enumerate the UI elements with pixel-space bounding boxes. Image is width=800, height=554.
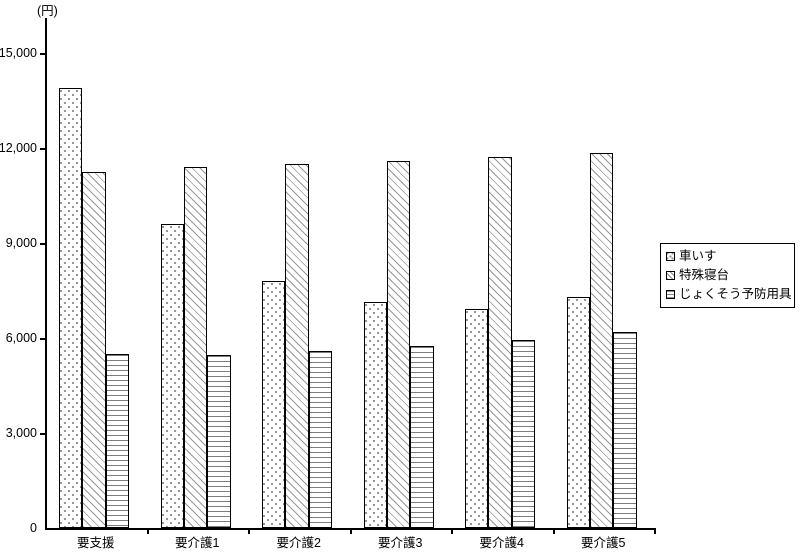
x-axis-tick: [146, 530, 149, 534]
bar-special-bed-2: [285, 164, 309, 528]
y-axis-tick-label: 3,000: [5, 426, 37, 440]
x-axis-tick: [552, 530, 555, 534]
y-axis-tick: [40, 53, 45, 55]
bar-special-bed-1: [183, 167, 208, 528]
y-axis-tick: [40, 148, 45, 150]
x-axis-category-label: 要介護4: [479, 536, 524, 550]
legend-item-bedsore-prevention-equipment: じょくそう予防用具: [666, 287, 792, 302]
bar-bedsore-prevention-equipment-0: [105, 354, 130, 528]
bar-wheelchair-1: [160, 224, 184, 528]
y-axis-line: [45, 18, 47, 530]
x-axis-tick: [654, 530, 656, 534]
bar-bedsore-prevention-equipment-3: [410, 346, 434, 528]
x-axis-category-label: 要介護5: [581, 536, 626, 550]
bar-bedsore-prevention-equipment-4: [511, 340, 536, 528]
bar-bedsore-prevention-equipment-2: [308, 351, 333, 528]
bar-bedsore-prevention-equipment-1: [207, 355, 231, 528]
x-axis-category-label: 要介護1: [175, 536, 220, 550]
legend-swatch-dots-icon: [666, 252, 675, 261]
bar-wheelchair-2: [262, 281, 286, 528]
x-axis-tick: [349, 530, 352, 534]
x-axis-category-label: 要支援: [76, 536, 115, 550]
legend-item-special-bed: 特殊寝台: [666, 268, 790, 283]
legend-label: じょくそう予防用具: [679, 287, 792, 301]
y-axis-tick-label: 9,000: [5, 236, 37, 250]
y-axis-tick-label: 6,000: [5, 331, 37, 345]
x-axis-tick: [248, 530, 250, 534]
bar-bedsore-prevention-equipment-5: [613, 332, 637, 528]
legend-label: 特殊寝台: [679, 268, 730, 282]
legend-item-wheelchair: 車いす: [666, 249, 790, 264]
x-axis-category-label: 要介護2: [276, 536, 321, 550]
y-axis-tick: [40, 433, 45, 435]
x-axis-category-label: 要介護3: [378, 536, 423, 550]
bar-wheelchair-4: [465, 309, 489, 528]
y-axis-unit-label: (円): [37, 4, 58, 18]
x-axis-line: [45, 528, 656, 530]
legend-label: 車いす: [679, 249, 717, 263]
bar-wheelchair-5: [566, 297, 590, 528]
bar-special-bed-0: [82, 172, 106, 528]
legend-swatch-diagonal-icon: [666, 271, 675, 280]
x-axis-tick: [451, 530, 453, 534]
bar-special-bed-3: [386, 161, 411, 528]
legend-swatch-hlines-icon: [666, 290, 675, 299]
bar-special-bed-4: [488, 157, 512, 528]
bar-wheelchair-0: [59, 88, 83, 528]
legend: 車いす特殊寝台じょくそう予防用具: [660, 243, 795, 308]
y-axis-tick-label: 12,000: [0, 141, 37, 155]
y-axis-tick-label: 15,000: [0, 46, 37, 60]
bar-wheelchair-3: [363, 302, 387, 528]
y-axis-tick: [40, 243, 45, 245]
y-axis-tick: [40, 338, 45, 340]
y-axis-tick-label: 0: [30, 521, 37, 535]
bar-special-bed-5: [589, 153, 614, 528]
